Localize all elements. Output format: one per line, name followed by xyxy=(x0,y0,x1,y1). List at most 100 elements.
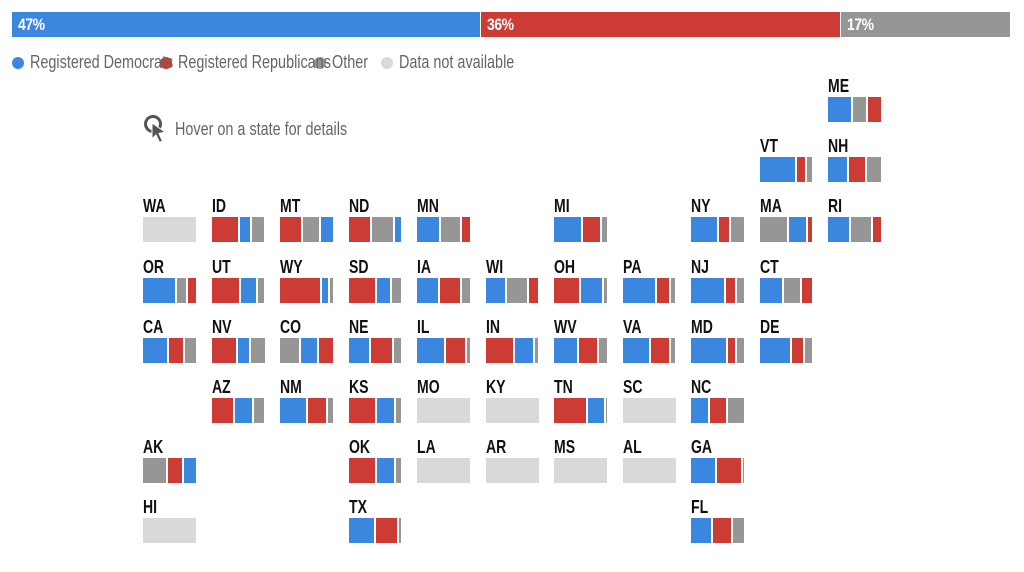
state-bar xyxy=(211,398,265,423)
segment-republicans xyxy=(168,458,184,484)
segment-democrats xyxy=(377,277,392,303)
state-bar-not-available xyxy=(417,398,470,423)
state-tile-tx[interactable]: TX xyxy=(348,496,402,544)
state-tile-nv[interactable]: NV xyxy=(211,316,265,363)
state-label: NJ xyxy=(691,256,709,277)
state-tile-fl[interactable]: FL xyxy=(691,496,744,544)
segment-other xyxy=(728,398,744,423)
state-bar xyxy=(280,277,333,303)
state-label: FL xyxy=(691,497,709,518)
state-label: AK xyxy=(143,437,164,458)
hint-label: Hover on a state for details xyxy=(175,118,348,139)
state-tile-nh[interactable]: NH xyxy=(828,135,881,183)
state-tile-wi[interactable]: WI xyxy=(485,256,539,303)
state-tile-wv[interactable]: WV xyxy=(554,316,607,363)
state-bar xyxy=(485,337,539,363)
state-tile-ny[interactable]: NY xyxy=(691,195,744,243)
segment-democrats xyxy=(143,337,169,363)
state-tile-id[interactable]: ID xyxy=(211,195,265,243)
segment-democrats xyxy=(691,217,719,243)
state-bar-not-available xyxy=(622,458,676,484)
state-label: AL xyxy=(622,437,642,458)
state-tile-pa[interactable]: PA xyxy=(622,256,676,303)
state-tile-mt[interactable]: MT xyxy=(280,195,333,243)
state-tile-sc[interactable]: SC xyxy=(622,376,676,423)
state-tile-ca[interactable]: CA xyxy=(143,316,196,363)
segment-republicans xyxy=(211,398,236,423)
state-bar xyxy=(554,217,607,243)
state-tile-mi[interactable]: MI xyxy=(554,195,607,243)
segment-other xyxy=(535,337,539,363)
legend-label: Data not available xyxy=(399,52,515,72)
state-tile-nc[interactable]: NC xyxy=(691,376,744,423)
state-tile-ne[interactable]: NE xyxy=(348,316,402,363)
segment-republicans xyxy=(211,277,242,303)
state-bar-not-available xyxy=(143,217,196,243)
state-bar xyxy=(554,277,607,303)
state-tile-mo[interactable]: MO xyxy=(417,376,470,423)
segment-republicans xyxy=(582,217,602,243)
state-label: SC xyxy=(622,377,643,397)
segment-republicans xyxy=(792,337,806,363)
segment-republicans xyxy=(578,337,599,363)
state-tile-hi[interactable]: HI xyxy=(143,496,196,544)
state-label: UT xyxy=(211,256,231,277)
state-tile-va[interactable]: VA xyxy=(622,316,676,363)
segment-other xyxy=(371,217,396,243)
state-tile-or[interactable]: OR xyxy=(143,256,196,303)
segment-democrats xyxy=(828,217,852,243)
state-label: AR xyxy=(485,437,506,458)
state-tile-me[interactable]: ME xyxy=(828,75,881,122)
state-tile-wy[interactable]: WY xyxy=(280,256,333,303)
state-tile-nm[interactable]: NM xyxy=(280,376,333,423)
segment-republicans xyxy=(348,458,377,484)
segment-democrats xyxy=(828,157,849,183)
state-tile-tn[interactable]: TN xyxy=(554,376,607,423)
state-tile-de[interactable]: DE xyxy=(759,316,813,363)
state-bar xyxy=(759,337,813,363)
segment-republicans xyxy=(348,217,372,243)
state-tile-ma[interactable]: MA xyxy=(759,195,813,243)
state-tile-vt[interactable]: VT xyxy=(759,135,813,183)
state-tile-ak[interactable]: AK xyxy=(143,436,196,484)
state-tile-ok[interactable]: OK xyxy=(348,436,402,484)
segment-republicans xyxy=(725,277,737,303)
state-tile-ga[interactable]: GA xyxy=(691,436,744,484)
state-tile-al[interactable]: AL xyxy=(622,436,676,484)
state-tile-az[interactable]: AZ xyxy=(211,376,265,423)
segment-other xyxy=(853,97,869,122)
state-tile-ks[interactable]: KS xyxy=(348,376,402,423)
state-label: KY xyxy=(485,377,506,397)
segment-democrats xyxy=(622,337,651,363)
state-tile-ia[interactable]: IA xyxy=(417,256,470,303)
legend-item-not-available: Data not available xyxy=(381,52,515,73)
segment-other xyxy=(805,337,813,363)
segment-republicans xyxy=(657,277,672,303)
segment-other xyxy=(251,337,265,363)
state-tile-la[interactable]: LA xyxy=(417,436,470,484)
state-tile-ct[interactable]: CT xyxy=(759,256,813,303)
state-bar xyxy=(828,157,881,183)
state-tile-ri[interactable]: RI xyxy=(828,195,881,243)
state-tile-ky[interactable]: KY xyxy=(485,376,539,423)
state-tile-co[interactable]: CO xyxy=(280,316,333,363)
state-tile-nd[interactable]: ND xyxy=(348,195,402,243)
segment-democrats xyxy=(691,337,728,363)
legend-item-other: Other xyxy=(314,52,369,73)
state-tile-in[interactable]: IN xyxy=(485,316,539,363)
legend-label: Other xyxy=(332,52,369,72)
segment-democrats xyxy=(321,277,330,303)
state-label: MO xyxy=(417,377,440,397)
state-tile-nj[interactable]: NJ xyxy=(691,256,744,303)
state-tile-il[interactable]: IL xyxy=(417,316,470,363)
state-tile-ut[interactable]: UT xyxy=(211,256,265,303)
state-bar xyxy=(759,217,813,243)
state-tile-mn[interactable]: MN xyxy=(417,195,470,243)
state-tile-md[interactable]: MD xyxy=(691,316,744,363)
state-tile-ar[interactable]: AR xyxy=(485,436,539,484)
state-tile-oh[interactable]: OH xyxy=(554,256,607,303)
state-tile-ms[interactable]: MS xyxy=(554,436,607,484)
segment-republicans xyxy=(872,217,881,243)
state-tile-sd[interactable]: SD xyxy=(348,256,402,303)
state-tile-wa[interactable]: WA xyxy=(143,195,196,243)
